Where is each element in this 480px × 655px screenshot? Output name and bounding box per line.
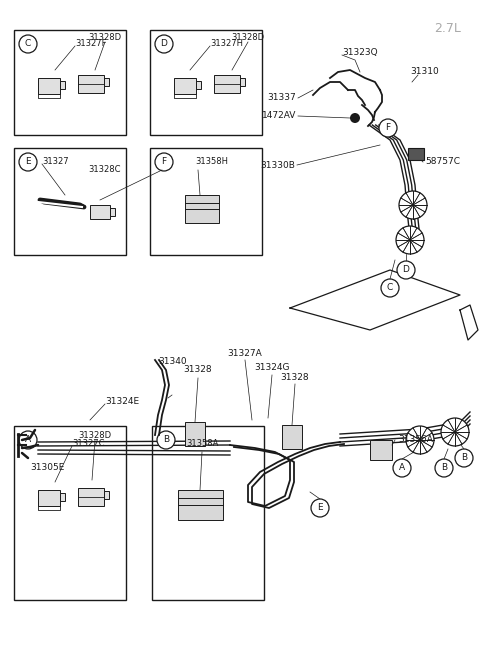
Text: B: B [441, 464, 447, 472]
Circle shape [441, 418, 469, 446]
Bar [178, 490, 223, 520]
Text: E: E [25, 157, 31, 166]
Bar [104, 491, 109, 499]
Text: 31328: 31328 [184, 365, 212, 375]
Bar [90, 205, 110, 219]
Text: 31305E: 31305E [30, 464, 64, 472]
Circle shape [455, 449, 473, 467]
Text: 31358A: 31358A [186, 440, 218, 449]
Circle shape [157, 431, 175, 449]
Text: 31358H: 31358H [195, 157, 228, 166]
Circle shape [19, 153, 37, 171]
Bar [104, 78, 109, 86]
Circle shape [396, 226, 424, 254]
Text: 31324E: 31324E [105, 398, 139, 407]
Text: C: C [387, 284, 393, 293]
Circle shape [435, 459, 453, 477]
Bar [14, 426, 126, 600]
Text: 31328D: 31328D [78, 432, 111, 441]
Text: F: F [161, 157, 167, 166]
Bar [370, 440, 392, 460]
Text: 31328D: 31328D [231, 33, 264, 43]
Text: 31337: 31337 [267, 94, 296, 102]
Text: A: A [25, 436, 31, 445]
Circle shape [399, 191, 427, 219]
Bar [185, 422, 205, 446]
Circle shape [350, 113, 360, 123]
Bar [14, 148, 126, 255]
Text: 58757C: 58757C [425, 157, 460, 166]
Circle shape [155, 35, 173, 53]
Text: 31323Q: 31323Q [342, 48, 378, 56]
Circle shape [379, 119, 397, 137]
Text: 31328C: 31328C [88, 166, 120, 174]
Bar [174, 78, 196, 94]
Text: 31327F: 31327F [75, 39, 107, 48]
Bar [150, 148, 262, 255]
Bar [38, 78, 60, 94]
Text: E: E [317, 504, 323, 512]
Circle shape [393, 459, 411, 477]
Text: B: B [461, 453, 467, 462]
Text: 31327A: 31327A [228, 350, 263, 358]
Text: 31310: 31310 [410, 67, 439, 77]
Bar [78, 75, 104, 93]
Circle shape [19, 431, 37, 449]
Bar [214, 75, 240, 93]
Text: 31327: 31327 [42, 157, 69, 166]
Text: A: A [399, 464, 405, 472]
Circle shape [19, 35, 37, 53]
Bar [282, 425, 302, 449]
Bar [408, 148, 424, 160]
Bar [240, 78, 245, 86]
Text: B: B [163, 436, 169, 445]
Circle shape [311, 499, 329, 517]
Circle shape [406, 426, 434, 454]
Text: 31328: 31328 [281, 373, 309, 383]
Bar [150, 30, 262, 135]
Text: 31328D: 31328D [88, 33, 121, 43]
Text: D: D [403, 265, 409, 274]
Circle shape [155, 153, 173, 171]
Text: 31356A: 31356A [398, 436, 433, 445]
Bar [152, 426, 264, 600]
Circle shape [381, 279, 399, 297]
Text: 2.7L: 2.7L [434, 22, 461, 35]
Text: C: C [25, 39, 31, 48]
Text: D: D [161, 39, 168, 48]
Bar [60, 81, 65, 89]
Text: F: F [385, 124, 391, 132]
Text: 31324G: 31324G [254, 364, 290, 373]
Bar [14, 30, 126, 135]
Text: 31340: 31340 [158, 358, 187, 367]
Bar [110, 208, 115, 216]
Text: 31327H: 31327H [210, 39, 243, 48]
Bar [185, 195, 219, 223]
Bar [60, 493, 65, 501]
Bar [38, 490, 60, 506]
Bar [78, 488, 104, 506]
Circle shape [397, 261, 415, 279]
Text: 31330B: 31330B [260, 160, 295, 170]
Text: 31327C: 31327C [72, 440, 105, 449]
Bar [196, 81, 201, 89]
Text: 1472AV: 1472AV [262, 111, 296, 121]
